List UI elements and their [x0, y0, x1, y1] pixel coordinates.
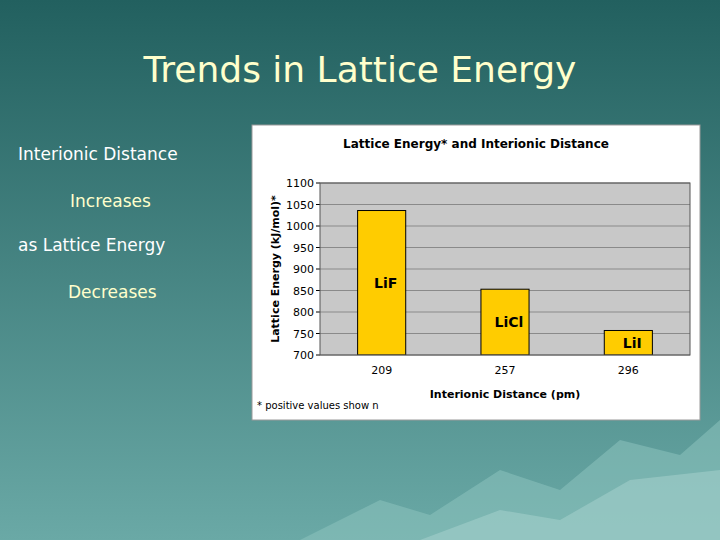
bar-annotation: LiI [623, 335, 642, 351]
bar-annotation: LiCl [495, 314, 524, 330]
tick-mark [316, 183, 320, 184]
plot-area [320, 183, 690, 355]
tick-mark [316, 204, 320, 205]
background [0, 0, 720, 540]
bar [358, 211, 406, 355]
tick-label: 850 [293, 285, 314, 298]
slide: Trends in Lattice Energy Interionic Dista… [0, 0, 720, 540]
decoration [300, 420, 720, 540]
slide-text: as Lattice Energy [18, 235, 165, 255]
tick-label: 800 [293, 306, 314, 319]
tick-mark [316, 269, 320, 270]
plot-frame [320, 183, 690, 355]
tick-mark [316, 247, 320, 248]
tick-label: 1000 [286, 220, 314, 233]
tick-label: 750 [293, 328, 314, 341]
y-axis-title: Lattice Energy (kJ/mol)* [269, 195, 282, 343]
x-axis-title: Interionic Distance (pm) [430, 388, 581, 401]
tick-mark [316, 290, 320, 291]
bar [604, 330, 652, 355]
chart-panel [252, 125, 700, 420]
bar [481, 289, 529, 355]
grid-line [320, 204, 690, 205]
tick-label: 700 [293, 349, 314, 362]
slide-text: Increases [70, 191, 151, 211]
slide-text: Decreases [68, 282, 157, 302]
slide-text: Interionic Distance [18, 144, 178, 164]
slide-title: Trends in Lattice Energy [143, 49, 577, 90]
tick-mark [316, 333, 320, 334]
tick-label: 296 [618, 364, 639, 377]
tick-mark [316, 355, 320, 356]
chart-title: Lattice Energy* and Interionic Distance [343, 137, 609, 151]
tick-label: 950 [293, 242, 314, 255]
footnote: * positive values show n [257, 400, 379, 411]
decoration [420, 470, 720, 540]
tick-label: 1100 [286, 177, 314, 190]
tick-label: 900 [293, 263, 314, 276]
tick-label: 1050 [286, 199, 314, 212]
tick-mark [316, 312, 320, 313]
tick-label: 257 [495, 364, 516, 377]
tick-mark [316, 226, 320, 227]
bars [358, 211, 653, 355]
bar-annotation: LiF [374, 275, 397, 291]
tick-label: 209 [371, 364, 392, 377]
